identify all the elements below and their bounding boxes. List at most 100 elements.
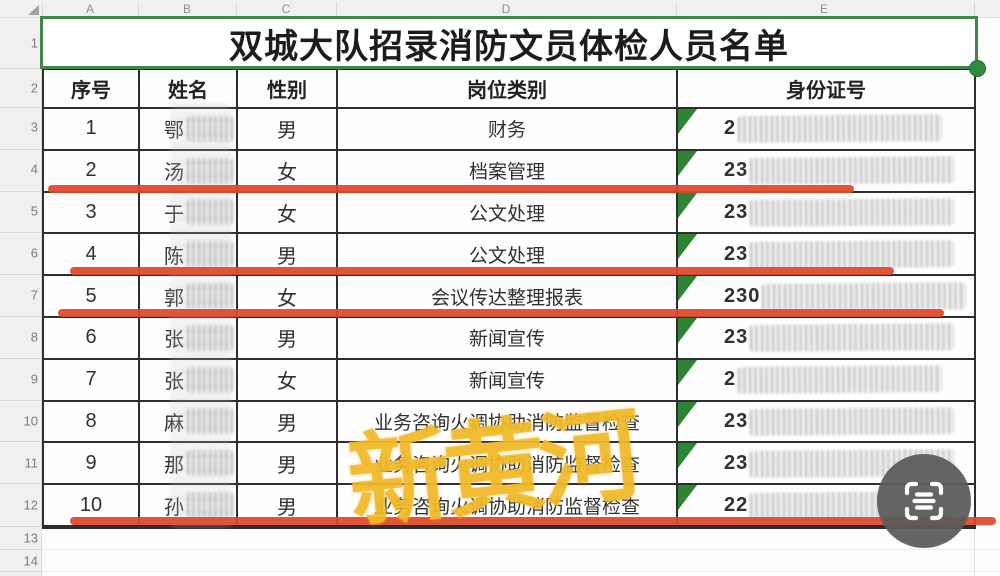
gender-value: 女 [277, 371, 297, 394]
row-number-2[interactable]: 2 [30, 80, 38, 96]
position-value: 新闻宣传 [468, 371, 545, 393]
text-format-triangle-icon [678, 276, 697, 302]
row-number-1[interactable]: 1 [30, 35, 38, 51]
row-divider [0, 316, 42, 317]
row-number-13[interactable]: 13 [23, 530, 38, 546]
redaction-smudge [738, 365, 943, 395]
row-number-7[interactable]: 7 [30, 287, 38, 303]
header-cell-gender[interactable]: 性别 [238, 70, 338, 109]
header-cell-name[interactable]: 姓名 [140, 70, 238, 109]
row-number-3[interactable]: 3 [30, 119, 38, 135]
gridline [42, 571, 1000, 572]
cell-position[interactable]: 业务咨询火调协助消防监督检查 [338, 401, 678, 444]
cell-gender[interactable]: 男 [238, 401, 338, 444]
column-letter-B[interactable]: B [182, 2, 192, 16]
cell-name[interactable]: 张 [140, 317, 238, 360]
cell-id-number[interactable]: 23 [678, 401, 974, 444]
cell-position[interactable]: 财务 [338, 109, 678, 151]
cell-position[interactable]: 新闻宣传 [338, 317, 678, 360]
column-letter-A[interactable]: A [85, 2, 95, 16]
row-number-11[interactable]: 11 [24, 455, 39, 471]
cell-name[interactable]: 麻 [140, 401, 238, 444]
column-divider [676, 2, 677, 16]
cell-gender[interactable]: 男 [238, 317, 338, 360]
cell-name[interactable]: 陈 [140, 234, 238, 277]
row-number-14[interactable]: 14 [23, 553, 38, 569]
cell-id-number[interactable]: 2 [678, 109, 974, 151]
cell-serial[interactable]: 3 [44, 192, 140, 235]
redaction-smudge [750, 407, 955, 436]
cell-serial[interactable]: 1 [44, 109, 140, 151]
position-value: 业务咨询火调协助消防监督检查 [373, 454, 640, 476]
text-format-triangle-icon [678, 401, 697, 427]
id-prefix-value: 2 [724, 117, 737, 140]
row-number-4[interactable]: 4 [30, 161, 38, 177]
serial-value: 8 [85, 409, 97, 432]
cell-serial[interactable]: 8 [44, 401, 140, 444]
id-prefix-value: 230 [724, 284, 761, 307]
gender-value: 男 [277, 120, 297, 143]
cell-name[interactable]: 于 [140, 192, 238, 235]
text-format-triangle-icon [678, 109, 697, 134]
name-value: 鄂 [164, 114, 184, 143]
select-all-icon [28, 5, 39, 15]
cell-id-number[interactable]: 23 [678, 192, 974, 235]
column-letter-D[interactable]: D [501, 2, 511, 16]
cell-gender[interactable]: 男 [238, 109, 338, 151]
cell-gender[interactable]: 男 [238, 443, 338, 486]
header-cell-id-number[interactable]: 身份证号 [678, 70, 974, 109]
header-cell-serial[interactable]: 序号 [44, 70, 140, 109]
position-value: 档案管理 [468, 162, 545, 184]
row-divider [0, 400, 42, 401]
row-divider [0, 149, 42, 150]
id-prefix-value: 23 [724, 409, 749, 432]
title-merged-cell[interactable]: 双城大队招录消防文员体检人员名单 [42, 18, 976, 68]
cell-gender[interactable]: 女 [238, 359, 338, 402]
column-divider [974, 2, 975, 16]
row-number-5[interactable]: 5 [30, 203, 38, 219]
serial-value: 5 [85, 284, 97, 307]
cell-serial[interactable]: 7 [44, 359, 140, 402]
cell-id-number[interactable]: 2 [678, 359, 974, 402]
redaction-smudge [750, 239, 955, 269]
text-format-triangle-icon [678, 443, 697, 469]
serial-value: 6 [85, 326, 97, 349]
cell-serial[interactable]: 6 [44, 317, 140, 360]
text-format-triangle-icon [678, 359, 697, 385]
id-prefix-value: 23 [724, 242, 749, 265]
row-divider [0, 526, 42, 527]
cell-name[interactable]: 鄂 [140, 109, 238, 151]
column-letter-C[interactable]: C [281, 2, 291, 16]
row-divider [0, 358, 42, 359]
cell-position[interactable]: 新闻宣传 [338, 359, 678, 402]
scan-text-button[interactable] [877, 454, 971, 548]
cell-id-number[interactable]: 23 [678, 317, 974, 360]
row-number-8[interactable]: 8 [30, 329, 38, 345]
name-value: 孙 [164, 491, 184, 520]
cell-gender[interactable]: 女 [238, 192, 338, 235]
row-number-9[interactable]: 9 [30, 371, 38, 387]
row-number-12[interactable]: 12 [23, 497, 38, 513]
row-number-10[interactable]: 10 [23, 413, 38, 429]
serial-value: 2 [85, 159, 97, 182]
id-prefix-value: 23 [724, 451, 749, 474]
header-cell-position[interactable]: 岗位类别 [338, 70, 678, 109]
select-all-corner[interactable] [0, 0, 42, 18]
column-letter-E[interactable]: E [819, 2, 829, 16]
redaction-smudge [187, 450, 233, 477]
serial-value: 3 [85, 200, 97, 223]
cell-name[interactable]: 那 [140, 443, 238, 486]
cell-name[interactable]: 张 [140, 359, 238, 402]
serial-value: 9 [85, 451, 97, 474]
row-divider [0, 191, 42, 192]
selection-fill-handle[interactable] [969, 60, 986, 77]
redaction-smudge [187, 115, 233, 142]
cell-position[interactable]: 公文处理 [338, 192, 678, 235]
text-format-triangle-icon [678, 192, 697, 218]
row-number-6[interactable]: 6 [30, 245, 38, 261]
row-header-strip[interactable]: 1 2 3 4 5 6 7 8 9 10 11 12 13 14 [0, 18, 42, 576]
cell-position[interactable]: 业务咨询火调协助消防监督检查 [338, 443, 678, 486]
cell-serial[interactable]: 9 [44, 443, 140, 486]
name-value: 郭 [164, 282, 184, 311]
